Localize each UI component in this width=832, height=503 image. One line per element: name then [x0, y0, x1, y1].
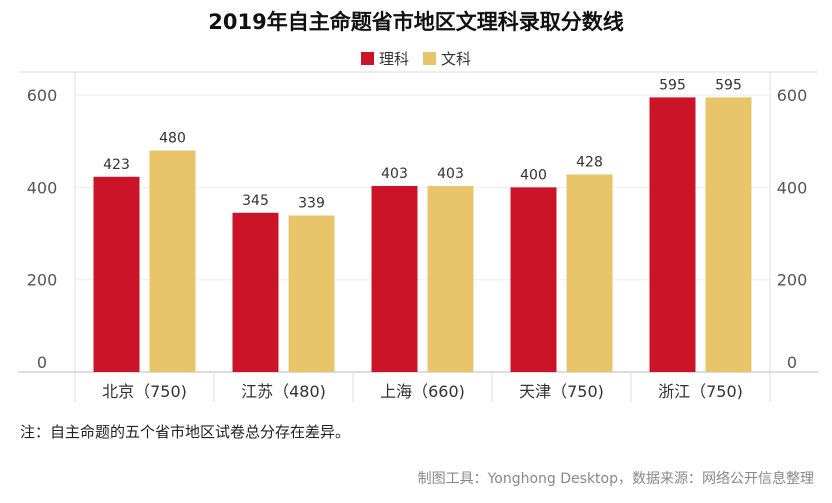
bar [371, 186, 418, 372]
data-label: 428 [576, 154, 603, 170]
legend-swatch-series-1 [423, 52, 436, 65]
x-tick-label: 天津（750) [519, 382, 604, 401]
data-label: 480 [159, 130, 186, 146]
data-label: 339 [298, 196, 325, 212]
source-credit: 制图工具：Yonghong Desktop，数据来源：网络公开信息整理 [417, 471, 814, 487]
bar [232, 212, 279, 372]
legend-item-series-0[interactable]: 理科 [360, 48, 409, 69]
data-label: 423 [103, 157, 130, 173]
data-label: 595 [715, 77, 742, 93]
data-label: 345 [242, 193, 269, 209]
x-tick-label: 上海（660) [380, 382, 465, 401]
bar [93, 176, 140, 372]
bar [566, 174, 613, 372]
y-tick-label-right: 0 [787, 353, 797, 372]
data-label: 595 [659, 77, 686, 93]
bar [510, 187, 557, 372]
y-tick-label-left: 200 [27, 271, 58, 290]
y-tick-label-left: 0 [37, 353, 47, 372]
bar [649, 97, 696, 372]
y-tick-label-left: 600 [27, 86, 58, 105]
y-tick-label-right: 200 [777, 271, 808, 290]
x-tick-label: 江苏（480) [241, 382, 326, 401]
chart-title: 2019年自主命题省市地区文理科录取分数线 [208, 10, 624, 34]
bar [288, 215, 335, 372]
legend-label-series-0: 理科 [378, 50, 409, 68]
bar-chart: 0 0 200 200 400 400 600 600 423 480 北京（750) 345 339 江… [18, 71, 818, 402]
x-tick-label: 浙江（750) [658, 382, 743, 401]
y-tick-label-right: 600 [777, 86, 808, 105]
y-tick-label-left: 400 [27, 178, 58, 197]
legend-swatch-series-0 [360, 52, 374, 65]
bar [427, 186, 474, 372]
legend-item-series-1[interactable]: 文科 [423, 48, 471, 69]
x-tick-label: 北京（750) [102, 382, 187, 401]
data-label: 403 [381, 166, 408, 182]
y-tick-label-right: 400 [777, 178, 808, 197]
data-label: 403 [437, 166, 464, 182]
bar [149, 150, 196, 372]
legend: 理科 文科 [0, 48, 832, 69]
bar [705, 97, 752, 372]
data-label: 400 [520, 167, 547, 183]
legend-label-series-1: 文科 [441, 50, 472, 68]
footnote: 注：自主命题的五个省市地区试卷总分存在差异。 [20, 423, 351, 441]
